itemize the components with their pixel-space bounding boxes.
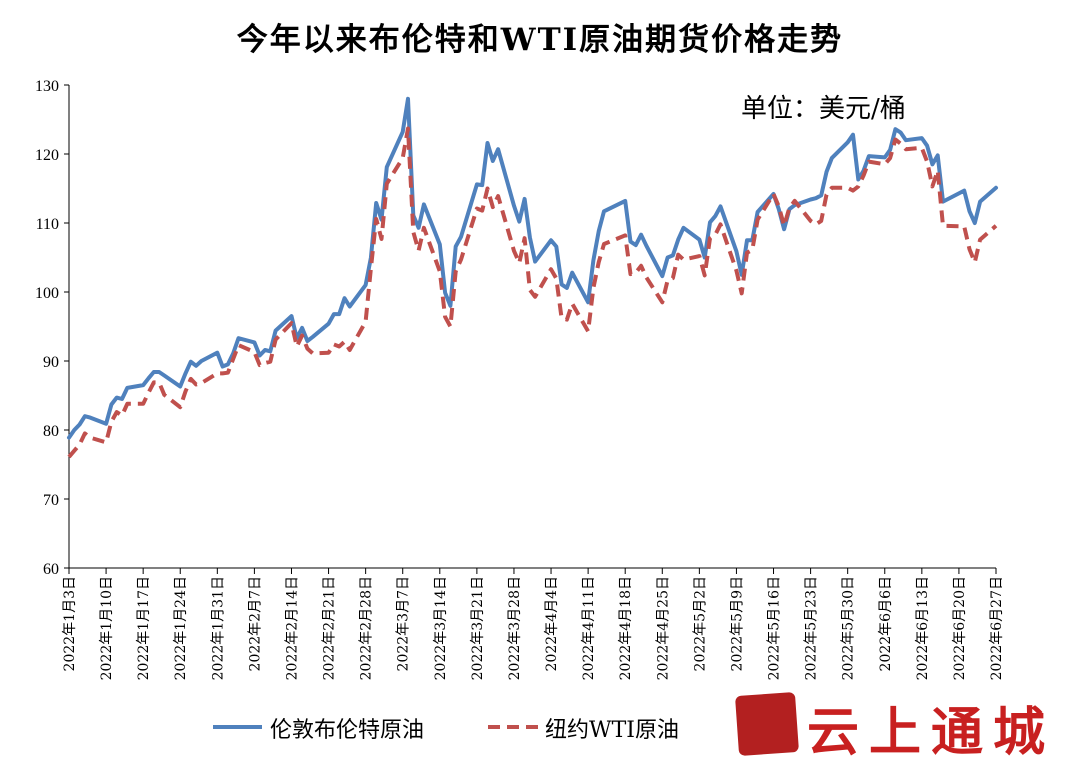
- x-tick-label: 2022年5月23日: [804, 576, 820, 680]
- watermark-text: 云上通城: [807, 702, 1056, 763]
- x-tick-label: 2022年3月21日: [470, 576, 486, 680]
- legend-label-wti: 纽约WTI原油: [545, 718, 679, 743]
- y-tick-label: 80: [43, 423, 59, 440]
- y-ticks: 60 70 80 90 100 110 120 130: [35, 78, 69, 578]
- x-tick-label: 2022年2月7日: [247, 576, 263, 671]
- series-line-1: [67, 126, 998, 459]
- x-tick-label: 2022年4月25日: [655, 576, 671, 680]
- x-tick-label: 2022年6月6日: [878, 576, 894, 671]
- y-tick-label: 130: [35, 78, 59, 95]
- x-tick-label: 2022年2月28日: [359, 576, 375, 680]
- x-tick-label: 2022年1月24日: [173, 576, 189, 680]
- watermark-logo: 云上通城: [734, 690, 1057, 763]
- seal-icon: [734, 691, 800, 757]
- chart-title: 今年以来布伦特和WTI原油期货价格走势: [236, 22, 844, 58]
- axes: [68, 85, 996, 569]
- x-tick-label: 2022年5月30日: [841, 576, 857, 680]
- x-tick-label: 2022年3月7日: [396, 576, 412, 671]
- y-tick-label: 90: [43, 354, 59, 371]
- x-tick-label: 2022年4月4日: [544, 576, 560, 671]
- x-tick-label: 2022年1月17日: [136, 576, 152, 680]
- x-tick-label: 2022年3月14日: [433, 576, 449, 680]
- y-tick-label: 60: [43, 561, 59, 578]
- x-tick-label: 2022年6月20日: [952, 576, 968, 680]
- series-line-0: [67, 96, 998, 440]
- x-tick-label: 2022年4月18日: [618, 576, 634, 680]
- unit-label: 单位：美元/桶: [741, 94, 906, 124]
- x-tick-label: 2022年3月28日: [507, 576, 523, 680]
- x-tick-label: 2022年2月21日: [322, 576, 338, 680]
- x-tick-label: 2022年4月11日: [581, 576, 597, 680]
- x-tick-label: 2022年5月9日: [729, 576, 745, 671]
- x-ticks: 2022年1月3日 2022年1月10日 2022年1月17日 2022年1月24日 2…: [62, 568, 1005, 680]
- series-lines: [67, 96, 998, 459]
- y-tick-label: 100: [35, 285, 59, 302]
- x-tick-label: 2022年1月31日: [210, 576, 226, 680]
- x-tick-label: 2022年6月27日: [989, 576, 1005, 680]
- x-tick-label: 2022年1月3日: [62, 576, 78, 671]
- legend-label-brent: 伦敦布伦特原油: [270, 718, 425, 743]
- x-tick-label: 2022年2月14日: [284, 576, 300, 680]
- x-tick-label: 2022年5月2日: [692, 576, 708, 671]
- y-tick-label: 120: [35, 147, 59, 164]
- x-tick-label: 2022年6月13日: [915, 576, 931, 680]
- y-tick-label: 70: [43, 492, 59, 509]
- y-tick-label: 110: [36, 216, 59, 233]
- x-tick-label: 2022年1月10日: [99, 576, 115, 680]
- x-tick-label: 2022年5月16日: [767, 576, 783, 680]
